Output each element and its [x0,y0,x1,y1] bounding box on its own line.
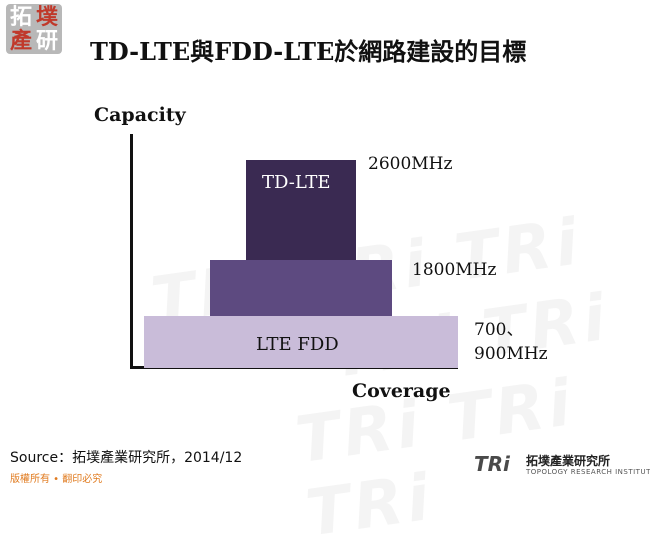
logo-char: 研 [36,28,59,54]
frequency-line: 2600MHz [368,154,453,174]
source-note: Source：拓墣產業研究所，2014/12 [10,450,243,466]
logo-char: 產 [10,28,33,54]
footer-logo: TRi 拓墣產業研究所 TOPOLOGY RESEARCH INSTITUTE [474,452,650,482]
frequency-label: 1800MHz [412,258,496,282]
tri-logo-icon: TRi [474,452,510,476]
copyright-note: 版權所有 • 翻印必究 [10,474,103,485]
frequency-line: 900MHz [474,344,548,364]
footer-logo-name: 拓墣產業研究所 [526,454,611,468]
frequency-label: 2600MHz [368,152,452,176]
frequency-line: 1800MHz [412,260,497,280]
frequency-label: 700、 900MHz [474,318,548,366]
tier-lte-fdd [144,316,458,368]
frequency-line: 700、 [474,320,524,340]
logo: 拓 墣 產 研 [6,4,62,54]
logo-char: 墣 [36,4,59,30]
tier-td-lte [246,160,356,260]
y-axis-label: Capacity [94,104,186,126]
logo-char: 拓 [10,4,33,30]
tier-label: TD-LTE [262,172,331,193]
y-axis-line [130,134,133,368]
page-title: TD-LTE與FDD-LTE於網路建設的目標 [90,37,527,66]
tier-1800 [210,260,392,316]
tier-label: LTE FDD [256,334,339,355]
x-axis-label: Coverage [352,380,451,402]
footer-logo-english: TOPOLOGY RESEARCH INSTITUTE [526,468,650,476]
